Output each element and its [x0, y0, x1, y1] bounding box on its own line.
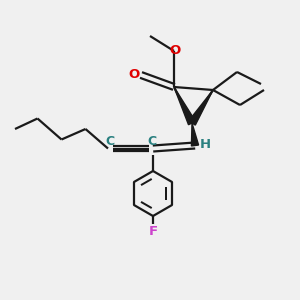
Text: H: H: [200, 137, 211, 151]
Text: O: O: [129, 68, 140, 81]
Polygon shape: [191, 123, 199, 146]
Text: C: C: [105, 135, 114, 148]
Text: C: C: [148, 135, 157, 148]
Polygon shape: [174, 87, 196, 125]
Text: F: F: [148, 225, 158, 238]
Text: O: O: [169, 44, 180, 57]
Polygon shape: [189, 90, 213, 125]
